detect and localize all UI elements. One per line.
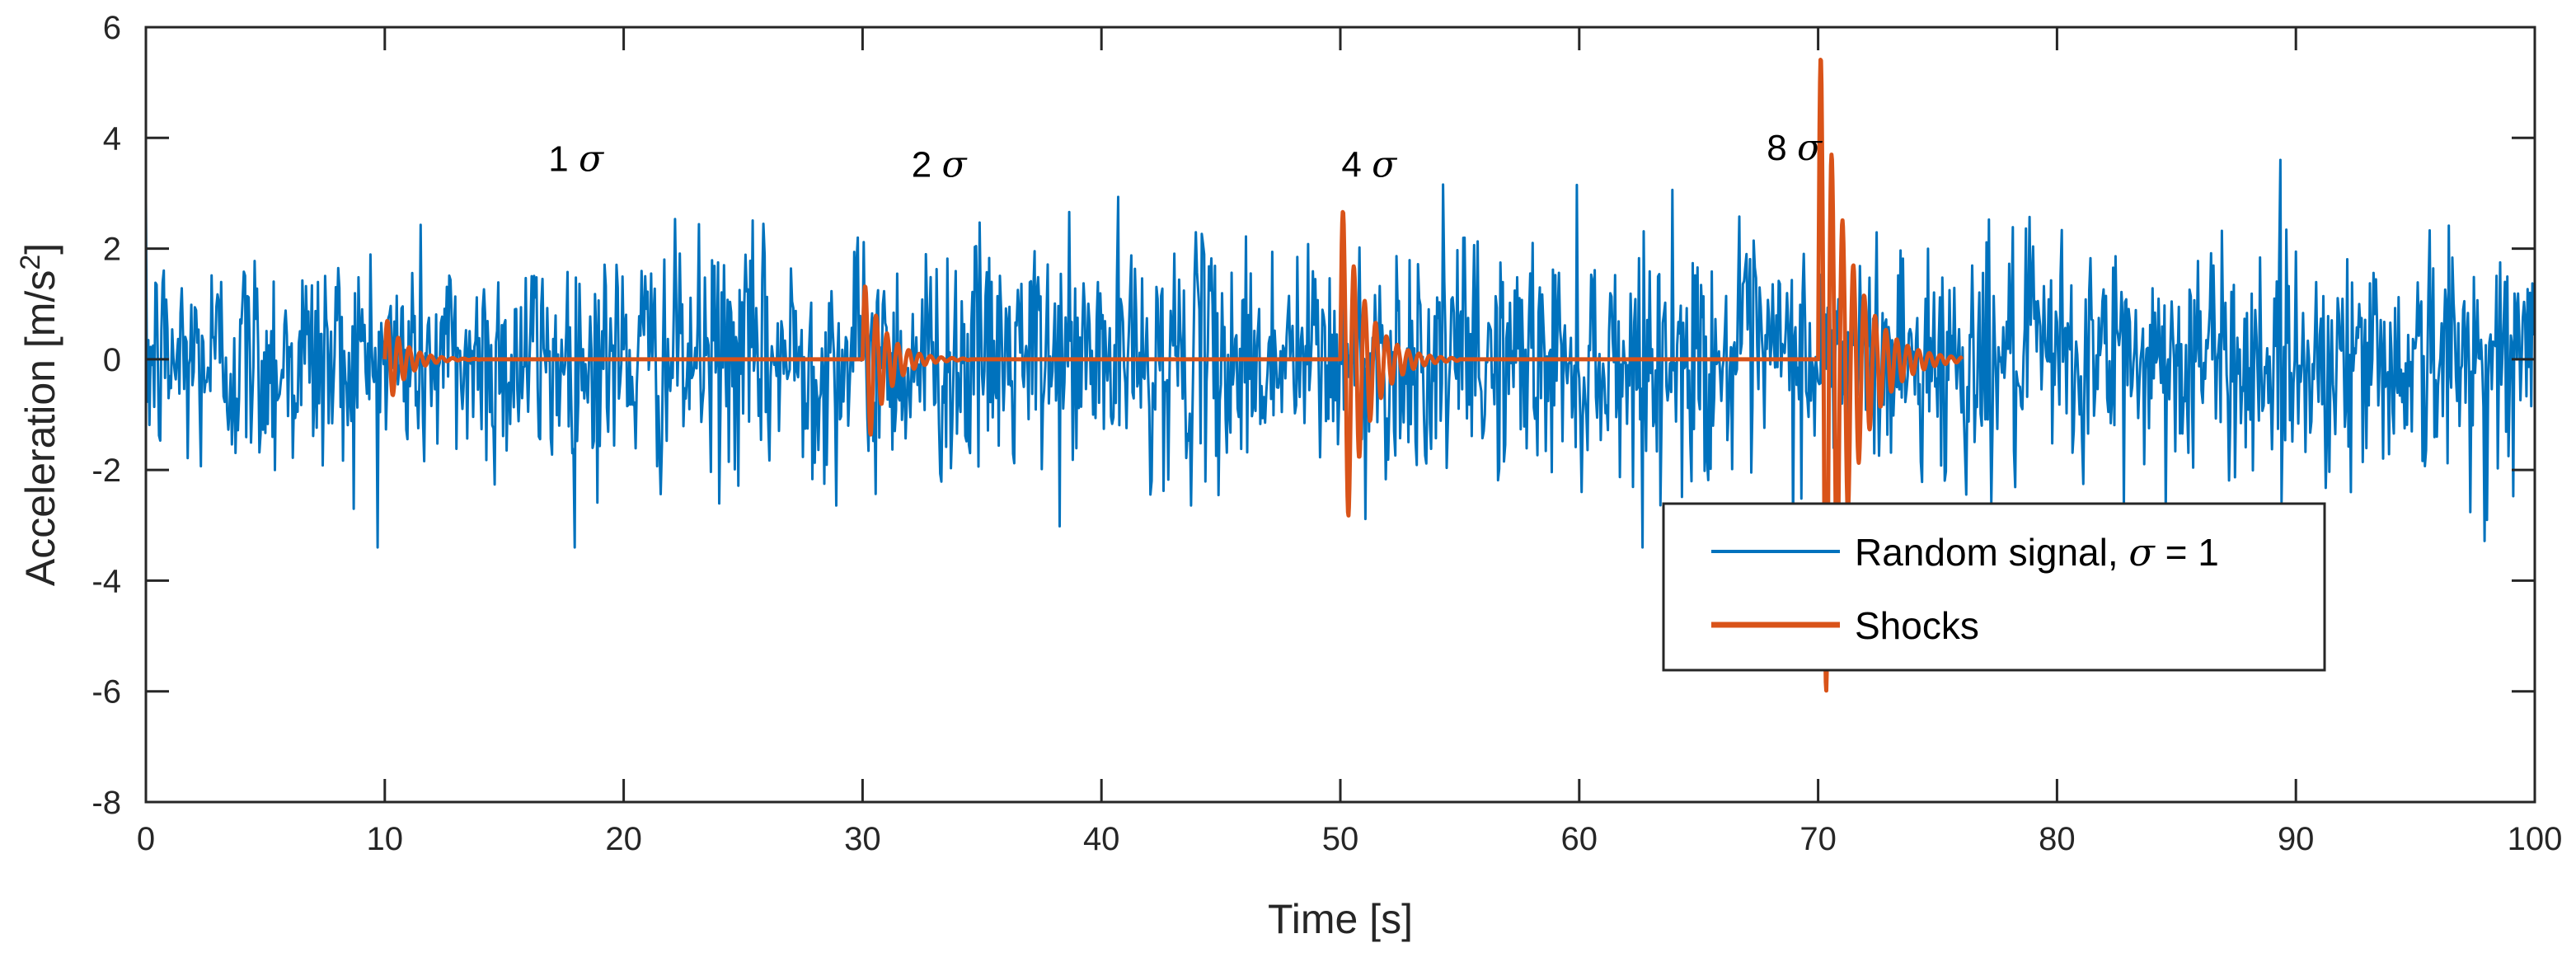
x-tick-label: 80: [2039, 821, 2076, 857]
ticks-layer: 0 10 20 30 40 50 60 70 80 90 100 -8 -6 -4 -2 0 2 4 6: [91, 10, 2562, 857]
legend-box: [1662, 502, 2326, 672]
x-tick-label: 100: [2508, 821, 2563, 857]
x-axis-title: Time [s]: [1268, 896, 1413, 942]
annotation-label: 2 σ: [912, 143, 969, 185]
x-tick-label: 30: [844, 821, 881, 857]
y-tick-label: -2: [91, 453, 121, 489]
series-shocks: [382, 58, 1964, 693]
x-tick-label: 0: [137, 821, 155, 857]
legend-label-shocks: Shocks: [1855, 604, 1979, 647]
x-tick-label: 40: [1083, 821, 1120, 857]
x-tick-label: 60: [1561, 821, 1598, 857]
y-tick-label: 2: [103, 232, 121, 268]
legend-label-random: Random signal, σ = 1: [1855, 530, 2219, 575]
x-tick-label: 90: [2278, 821, 2315, 857]
x-tick-label: 10: [367, 821, 404, 857]
annotation-label: 8 σ: [1767, 127, 1823, 169]
y-tick-label: 4: [103, 120, 121, 157]
annotation-label: 4 σ: [1341, 143, 1398, 185]
y-tick-label: 0: [103, 342, 121, 378]
x-tick-label: 20: [605, 821, 642, 857]
y-tick-label: 6: [103, 10, 121, 46]
y-axis-title: Acceleration [m/s2]: [15, 243, 63, 586]
y-tick-label: -8: [91, 785, 121, 821]
x-tick-label: 50: [1322, 821, 1359, 857]
legend: Random signal, σ = 1 Shocks: [1662, 502, 2326, 672]
annotation-label: 1 σ: [548, 138, 605, 181]
y-tick-label: -4: [91, 563, 121, 599]
series-layer: [144, 58, 2536, 693]
annotation-layer: 1 σ 2 σ 4 σ 8 σ: [548, 127, 1823, 185]
y-tick-label: -6: [91, 674, 121, 711]
plot-background: [146, 27, 2535, 802]
x-tick-label: 70: [1799, 821, 1837, 857]
